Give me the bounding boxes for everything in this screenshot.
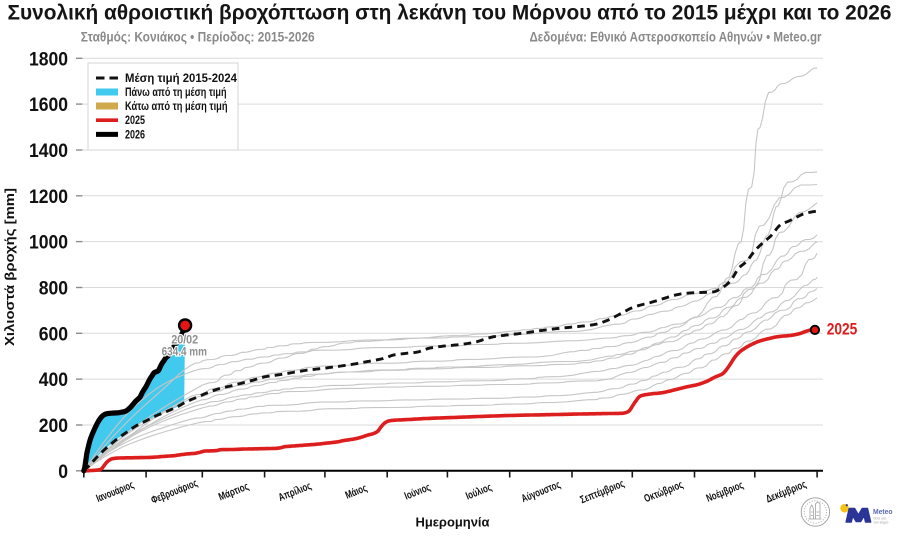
- svg-text:Δεδομένα: Εθνικό Αστεροσκοπείο: Δεδομένα: Εθνικό Αστεροσκοπείο Αθηνών • …: [530, 29, 823, 44]
- svg-text:600: 600: [39, 324, 68, 345]
- svg-text:1600: 1600: [29, 95, 68, 116]
- svg-text:Μέση τιμή 2015-2024: Μέση τιμή 2015-2024: [125, 73, 238, 85]
- svg-text:1400: 1400: [29, 141, 68, 162]
- svg-text:1800: 1800: [29, 49, 68, 70]
- svg-text:Όλα για: Όλα για: [873, 517, 886, 521]
- svg-text:2025: 2025: [827, 321, 858, 339]
- svg-text:20/02: 20/02: [171, 334, 198, 346]
- svg-text:Meteo: Meteo: [873, 507, 893, 516]
- svg-text:Χιλιοστά βροχής [mm]: Χιλιοστά βροχής [mm]: [2, 188, 17, 346]
- svg-text:τον καιρό: τον καιρό: [874, 521, 889, 525]
- svg-text:2026: 2026: [125, 129, 145, 141]
- svg-text:400: 400: [39, 370, 68, 391]
- svg-text:0: 0: [58, 462, 68, 483]
- svg-text:Σταθμός: Κονιάκος • Περίοδος:: Σταθμός: Κονιάκος • Περίοδος: 2015-2026: [81, 29, 315, 44]
- svg-text:1200: 1200: [29, 187, 68, 208]
- svg-text:634.4 mm: 634.4 mm: [162, 346, 207, 358]
- svg-text:200: 200: [39, 416, 68, 437]
- svg-text:Συνολική αθροιστική βροχόπτωση: Συνολική αθροιστική βροχόπτωση στη λεκάν…: [8, 2, 892, 25]
- svg-text:Πάνω από τη μέση τιμή: Πάνω από τη μέση τιμή: [125, 87, 227, 99]
- svg-text:Κάτω από τη μέση τιμή: Κάτω από τη μέση τιμή: [125, 101, 228, 113]
- svg-text:1000: 1000: [29, 233, 68, 254]
- svg-text:800: 800: [39, 279, 68, 300]
- svg-text:2025: 2025: [125, 115, 145, 127]
- svg-text:Ημερομηνία: Ημερομηνία: [416, 515, 490, 530]
